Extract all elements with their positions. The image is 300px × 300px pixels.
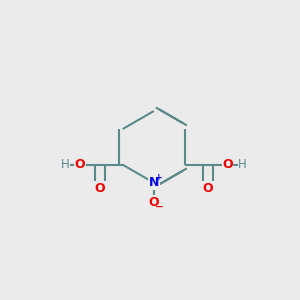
Text: −: − [155,202,164,212]
Text: O: O [94,182,105,195]
Text: O: O [222,158,233,171]
Text: N: N [148,176,159,189]
Text: O: O [202,182,213,195]
Text: H: H [238,158,247,171]
Text: O: O [75,158,85,171]
Text: +: + [155,173,163,182]
Text: H: H [61,158,69,171]
Text: O: O [148,196,159,209]
